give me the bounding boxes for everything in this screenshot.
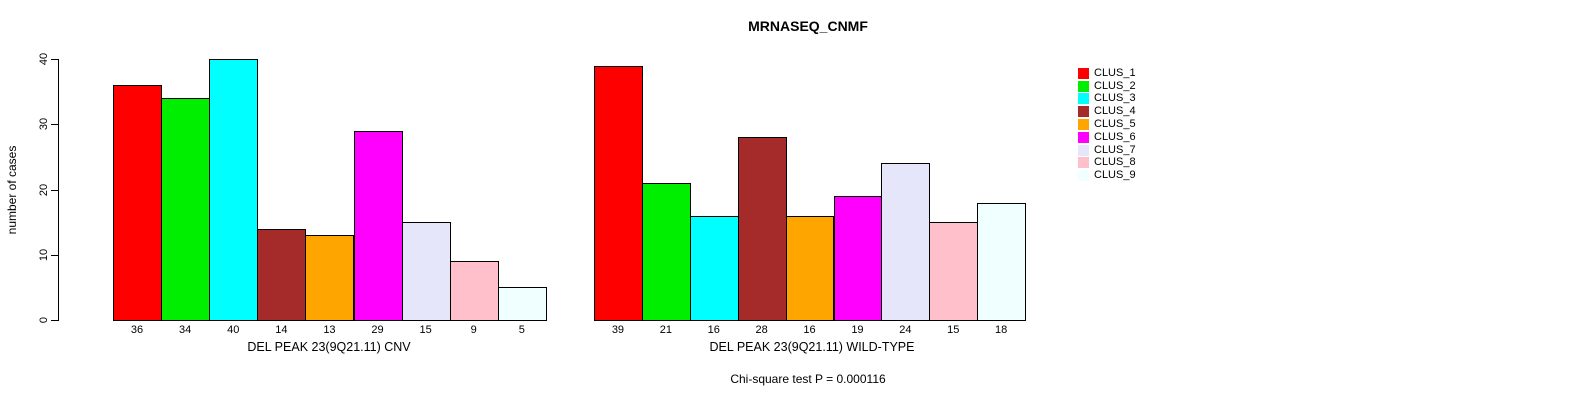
legend-label: CLUS_4 bbox=[1094, 105, 1136, 118]
bar-clus_2 bbox=[641, 182, 691, 321]
legend-swatch-icon bbox=[1078, 157, 1089, 169]
bar-clus_4 bbox=[737, 137, 787, 321]
legend-swatch-icon bbox=[1078, 131, 1089, 143]
legend-swatch-icon bbox=[1078, 170, 1089, 182]
bar-clus_9 bbox=[497, 287, 547, 321]
group-label-cnv: DEL PEAK 23(9Q21.11) CNV bbox=[247, 340, 411, 354]
legend-label: CLUS_9 bbox=[1094, 169, 1136, 182]
bar-clus_3 bbox=[209, 59, 259, 321]
bar-clus_5 bbox=[785, 215, 835, 321]
bar-value-label: 13 bbox=[323, 324, 336, 336]
bar-clus_7 bbox=[881, 163, 931, 321]
legend-row: CLUS_7 bbox=[1078, 144, 1136, 157]
bar-clus_8 bbox=[449, 261, 499, 321]
bar-clus_2 bbox=[161, 98, 211, 321]
bar-clus_1 bbox=[113, 85, 163, 321]
bar-value-label: 18 bbox=[995, 324, 1008, 336]
legend-label: CLUS_5 bbox=[1094, 118, 1136, 131]
bar-clus_6 bbox=[833, 196, 883, 321]
legend-label: CLUS_1 bbox=[1094, 66, 1136, 79]
bar-value-label: 28 bbox=[755, 324, 768, 336]
legend-row: CLUS_3 bbox=[1078, 93, 1136, 106]
y-tick-label: 20 bbox=[38, 183, 50, 196]
legend-swatch-icon bbox=[1078, 106, 1089, 118]
legend-swatch-icon bbox=[1078, 80, 1089, 92]
y-axis-line bbox=[58, 59, 59, 321]
bar-value-label: 29 bbox=[371, 324, 384, 336]
bar-value-label: 9 bbox=[470, 324, 477, 336]
y-axis-label: number of cases bbox=[5, 145, 19, 235]
legend-label: CLUS_6 bbox=[1094, 130, 1136, 143]
legend-swatch-icon bbox=[1078, 67, 1089, 79]
y-axis-tick bbox=[51, 254, 58, 256]
legend-label: CLUS_2 bbox=[1094, 79, 1136, 92]
bar-value-label: 19 bbox=[851, 324, 864, 336]
bar-clus_6 bbox=[353, 130, 403, 321]
bar-value-label: 16 bbox=[803, 324, 816, 336]
bar-value-label: 39 bbox=[611, 324, 625, 336]
chi-square-annotation: Chi-square test P = 0.000116 bbox=[730, 372, 886, 386]
bar-value-label: 24 bbox=[899, 324, 912, 336]
legend-row: CLUS_4 bbox=[1078, 105, 1136, 118]
legend-swatch-icon bbox=[1078, 119, 1089, 131]
bar-value-label: 15 bbox=[947, 324, 960, 336]
y-tick-label: 10 bbox=[38, 248, 50, 261]
bar-value-label: 21 bbox=[659, 324, 672, 336]
bar-clus_8 bbox=[929, 222, 979, 321]
legend-row: CLUS_1 bbox=[1078, 67, 1136, 80]
y-axis-tick bbox=[51, 320, 58, 321]
bar-clus_4 bbox=[257, 228, 307, 321]
legend-row: CLUS_9 bbox=[1078, 169, 1136, 182]
bar-clus_7 bbox=[401, 222, 451, 321]
legend-label: CLUS_7 bbox=[1094, 143, 1136, 156]
bar-clus_5 bbox=[305, 235, 355, 321]
bar-value-label: 34 bbox=[179, 324, 192, 336]
bar-value-label: 5 bbox=[518, 324, 525, 336]
legend-row: CLUS_2 bbox=[1078, 80, 1136, 93]
bar-value-label: 16 bbox=[707, 324, 720, 336]
bar-value-label: 15 bbox=[419, 324, 432, 336]
y-axis-tick bbox=[51, 189, 58, 191]
legend-row: CLUS_8 bbox=[1078, 157, 1136, 170]
legend-swatch-icon bbox=[1078, 93, 1089, 105]
legend-row: CLUS_5 bbox=[1078, 118, 1136, 131]
y-tick-label: 30 bbox=[38, 118, 50, 131]
bar-clus_1 bbox=[594, 65, 643, 321]
legend: CLUS_1 CLUS_2 CLUS_3 CLUS_4 CLUS_5 CLUS_6 CLUS… bbox=[1078, 67, 1136, 182]
legend-row: CLUS_6 bbox=[1078, 131, 1136, 144]
bar-value-label: 36 bbox=[130, 324, 144, 336]
bar-clus_9 bbox=[977, 202, 1027, 321]
legend-label: CLUS_8 bbox=[1094, 156, 1136, 169]
bar-clus_3 bbox=[689, 215, 739, 321]
chart-title: MRNASEQ_CNMF bbox=[748, 18, 868, 34]
legend-swatch-icon bbox=[1078, 144, 1089, 156]
y-axis-tick bbox=[51, 124, 58, 126]
y-tick-label: 0 bbox=[38, 316, 50, 324]
legend-label: CLUS_3 bbox=[1094, 92, 1136, 105]
y-axis-tick bbox=[51, 59, 58, 60]
bar-value-label: 40 bbox=[227, 324, 240, 336]
y-tick-label: 40 bbox=[38, 52, 50, 66]
group-label-wild-type: DEL PEAK 23(9Q21.11) WILD-TYPE bbox=[709, 340, 915, 354]
bar-value-label: 14 bbox=[275, 324, 288, 336]
